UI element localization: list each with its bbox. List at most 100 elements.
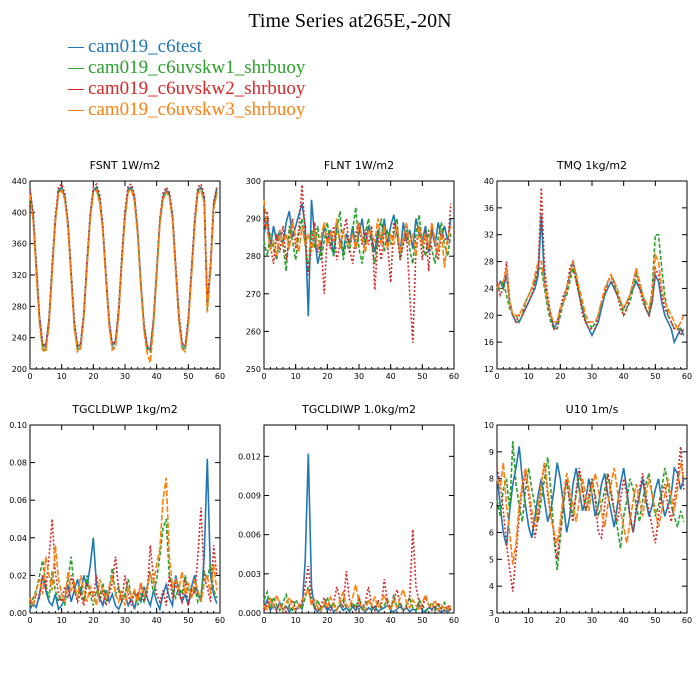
x-tick-label: 10 <box>524 616 534 625</box>
legend-entry-series-3: cam019_c6uvskw2_shrbuoy <box>68 78 305 99</box>
x-tick-label: 10 <box>57 372 67 381</box>
y-tick-label: 0.000 <box>238 609 261 618</box>
panel-title: FSNT 1W/m2 <box>90 159 161 172</box>
x-tick-label: 40 <box>386 616 396 625</box>
series-line-2 <box>497 233 684 331</box>
chart-panel-6: U10 1m/s 0 10 20 30 40 50 60 3 4 5 6 7 8 9 10 <box>484 403 692 625</box>
legend-label: cam019_c6uvskw3_shrbuoy <box>88 99 306 120</box>
legend-label: cam019_c6uvskw1_shrbuoy <box>88 57 306 78</box>
x-tick-label: 30 <box>354 616 364 625</box>
x-tick-label: 60 <box>215 372 225 381</box>
series-line-4 <box>263 584 452 613</box>
x-tick-label: 40 <box>619 372 629 381</box>
panel-title: U10 1m/s <box>566 403 619 416</box>
plot-frame <box>263 424 455 614</box>
y-tick-label: 290 <box>246 215 261 224</box>
series-line-3 <box>29 507 218 608</box>
y-tick-label: 280 <box>12 302 27 311</box>
x-tick-label: 60 <box>215 616 225 625</box>
y-tick-label: 200 <box>12 365 27 374</box>
y-tick-label: 280 <box>246 252 261 261</box>
x-tick-label: 50 <box>417 372 427 381</box>
y-tick-label: 28 <box>484 258 494 267</box>
y-tick-label: 0.10 <box>9 421 27 430</box>
legend-swatch <box>68 110 84 112</box>
x-tick-label: 0 <box>494 372 499 381</box>
x-tick-label: 50 <box>183 616 193 625</box>
y-tick-label: 320 <box>12 271 27 280</box>
x-tick-label: 20 <box>88 616 98 625</box>
y-tick-label: 440 <box>12 177 27 186</box>
page-title: Time Series at265E,-20N <box>248 10 452 32</box>
x-tick-label: 50 <box>650 616 660 625</box>
x-tick-label: 30 <box>354 372 364 381</box>
x-tick-label: 50 <box>650 372 660 381</box>
y-tick-label: 400 <box>12 208 27 217</box>
x-tick-label: 60 <box>449 372 459 381</box>
x-tick-label: 60 <box>449 616 459 625</box>
y-tick-label: 0.08 <box>9 459 27 468</box>
y-tick-label: 8 <box>489 475 494 484</box>
y-tick-label: 0.012 <box>238 452 261 461</box>
y-tick-label: 260 <box>246 327 261 336</box>
x-tick-label: 0 <box>27 372 32 381</box>
y-tick-label: 0.04 <box>9 534 27 543</box>
x-tick-label: 50 <box>183 372 193 381</box>
y-tick-label: 360 <box>12 240 27 249</box>
legend-entry-series-1: cam019_c6test <box>68 36 305 57</box>
x-tick-label: 40 <box>619 616 629 625</box>
y-tick-label: 3 <box>489 609 494 618</box>
y-tick-label: 0.006 <box>238 531 261 540</box>
y-tick-label: 24 <box>484 284 494 293</box>
series-line-4 <box>263 199 452 268</box>
chart-panel-2: FLNT 1W/m2 0 10 20 30 40 50 60 250 260 270 280 290 30… <box>246 159 459 381</box>
y-tick-label: 300 <box>246 177 261 186</box>
panel-title: TGCLDLWP 1kg/m2 <box>71 403 177 416</box>
x-tick-label: 60 <box>682 372 692 381</box>
y-tick-label: 6 <box>489 528 494 537</box>
series-line-3 <box>263 184 452 343</box>
series-line-4 <box>29 477 218 609</box>
series-line-3 <box>496 446 685 592</box>
chart-panel-4: TGCLDLWP 1kg/m2 0 10 20 30 40 50 60 0.00 0.02 0.04… <box>9 403 225 625</box>
x-tick-label: 10 <box>524 372 534 381</box>
plot-frame <box>263 180 455 370</box>
series-line-4 <box>496 251 685 331</box>
series-line-3 <box>496 187 685 338</box>
x-tick-label: 10 <box>57 616 67 625</box>
chart-panel-3: TMQ 1kg/m2 0 10 20 30 40 50 60 12 16 20 24 28 32 36 40 <box>484 159 692 381</box>
y-tick-label: 40 <box>484 177 494 186</box>
panel-title: TMQ 1kg/m2 <box>556 159 627 172</box>
x-tick-label: 0 <box>27 616 32 625</box>
y-tick-label: 270 <box>246 290 261 299</box>
x-tick-label: 10 <box>291 616 301 625</box>
series-line-3 <box>29 182 218 351</box>
legend-label: cam019_c6uvskw2_shrbuoy <box>88 78 306 99</box>
legend-swatch <box>68 89 84 91</box>
legend-label: cam019_c6test <box>88 36 202 57</box>
y-tick-label: 9 <box>489 448 494 457</box>
series-line-1 <box>263 199 452 317</box>
y-tick-label: 12 <box>484 365 494 374</box>
series-line-1 <box>496 214 685 345</box>
x-tick-label: 0 <box>494 616 499 625</box>
x-tick-label: 30 <box>587 616 597 625</box>
series-line-2 <box>29 518 218 606</box>
series-line-2 <box>263 586 452 613</box>
x-tick-label: 20 <box>555 372 565 381</box>
y-tick-label: 5 <box>489 555 494 564</box>
series-line-1 <box>29 185 218 352</box>
series-line-1 <box>263 453 452 614</box>
legend-entry-series-2: cam019_c6uvskw1_shrbuoy <box>68 57 305 78</box>
y-tick-label: 240 <box>12 334 27 343</box>
y-tick-label: 32 <box>484 231 494 240</box>
y-tick-label: 36 <box>484 204 494 213</box>
legend-swatch <box>68 68 84 70</box>
chart-panel-1: FSNT 1W/m2 0 10 20 30 40 50 60 200 240 280 320 360 40… <box>12 159 225 381</box>
y-tick-label: 16 <box>484 338 494 347</box>
y-tick-label: 0.00 <box>9 609 27 618</box>
y-tick-label: 0.02 <box>9 571 27 580</box>
series-line-4 <box>496 462 685 565</box>
y-tick-label: 0.009 <box>238 492 261 501</box>
